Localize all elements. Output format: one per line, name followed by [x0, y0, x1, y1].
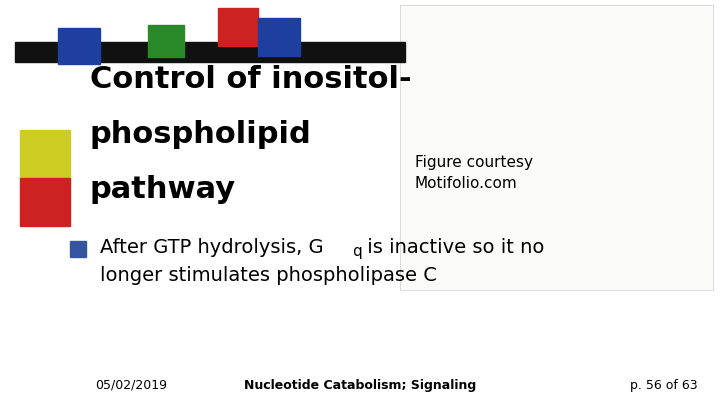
- Bar: [400, 5, 713, 290]
- Bar: [400, 5, 713, 290]
- Bar: [70, 241, 86, 257]
- Text: is inactive so it no: is inactive so it no: [361, 238, 544, 257]
- Bar: [148, 25, 184, 57]
- Bar: [58, 28, 100, 64]
- Text: q: q: [352, 244, 361, 259]
- Bar: [15, 42, 405, 62]
- Text: Control of inositol-: Control of inositol-: [90, 65, 412, 94]
- Text: After GTP hydrolysis, G: After GTP hydrolysis, G: [100, 238, 323, 257]
- Bar: [20, 178, 70, 226]
- Text: phospholipid: phospholipid: [90, 120, 312, 149]
- Text: Figure courtesy
Motifolio.com: Figure courtesy Motifolio.com: [415, 155, 533, 191]
- Text: 05/02/2019: 05/02/2019: [95, 379, 167, 392]
- Text: Nucleotide Catabolism; Signaling: Nucleotide Catabolism; Signaling: [244, 379, 476, 392]
- Text: pathway: pathway: [90, 175, 236, 204]
- Text: p. 56 of 63: p. 56 of 63: [630, 379, 698, 392]
- Bar: [218, 8, 258, 46]
- Bar: [20, 130, 70, 178]
- Bar: [258, 18, 300, 56]
- Text: longer stimulates phospholipase C: longer stimulates phospholipase C: [100, 266, 437, 285]
